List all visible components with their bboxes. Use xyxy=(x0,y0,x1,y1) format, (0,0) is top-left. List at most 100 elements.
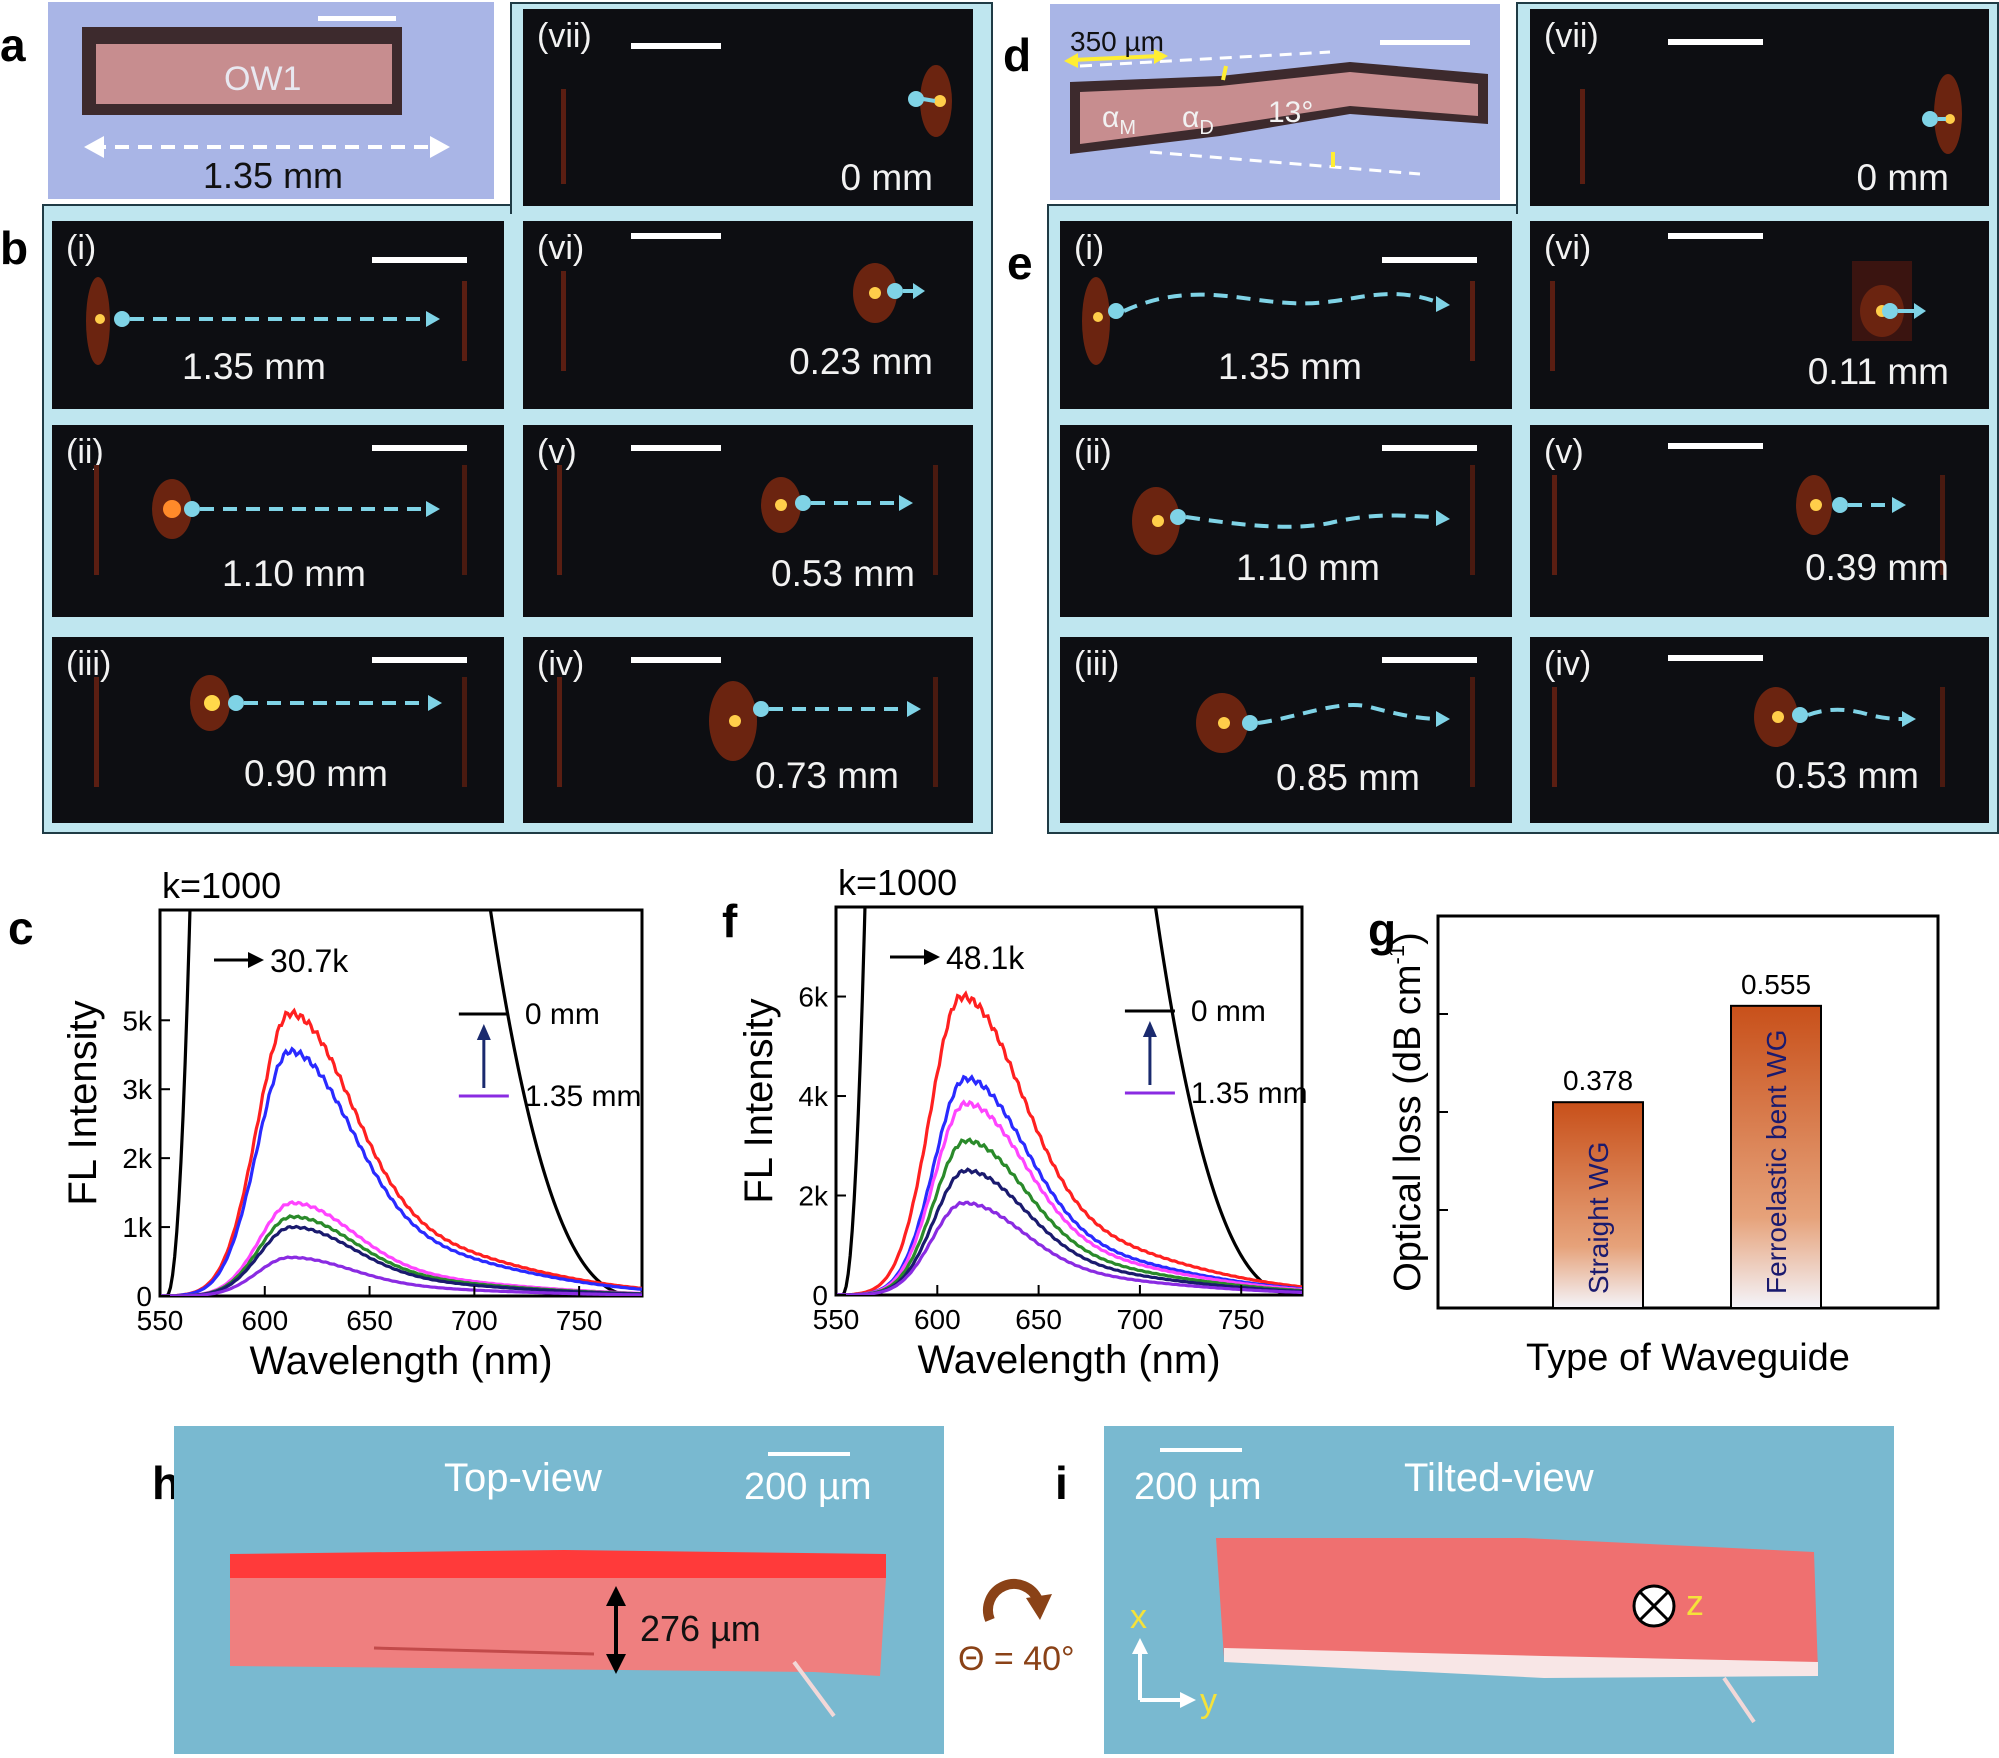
cell-index: (vii) xyxy=(537,17,592,55)
distance-label: 0.39 mm xyxy=(1805,547,1949,588)
series-line xyxy=(160,910,642,1296)
scale-bar xyxy=(1382,257,1477,263)
bar-category-label: Straight WG xyxy=(1583,1142,1614,1294)
plot-frame xyxy=(1436,914,1940,1310)
y-tick-label: 2k xyxy=(798,1181,829,1212)
series-line xyxy=(836,1137,1302,1295)
cell-index: (iii) xyxy=(66,645,112,683)
panel-b-cell-v: (v) 0.53 mm xyxy=(523,425,973,617)
scale-bar xyxy=(372,257,467,263)
legend-arrow-head xyxy=(476,1024,491,1040)
panel-letter-a: a xyxy=(0,19,26,71)
scale-bar xyxy=(1668,39,1763,45)
panel-e-cell-vii: (vii) 0 mm xyxy=(1530,9,1989,206)
x-tick-label: 650 xyxy=(346,1305,393,1336)
rotation-arrow-icon xyxy=(983,1579,1052,1622)
cell-index: (iv) xyxy=(1544,645,1592,683)
plot-frame xyxy=(834,905,1304,1297)
distance-label: 0.53 mm xyxy=(771,553,915,594)
bar-value-label: 0.378 xyxy=(1563,1065,1633,1096)
cell-index: (v) xyxy=(1544,433,1584,471)
panel-letter-g: g xyxy=(1368,904,1397,956)
y-tick-label: 0 xyxy=(136,1281,152,1312)
x-tick-label: 600 xyxy=(241,1305,288,1336)
scale-bar xyxy=(1668,655,1763,661)
series-group xyxy=(836,907,1302,1295)
chart-c: 550 600 650 700 750 0 1k 2k 3k 5k Wavelength (nm) F… xyxy=(61,865,644,1383)
cell-index: (ii) xyxy=(66,433,104,471)
distance-label: 0 mm xyxy=(840,157,934,198)
scale-bar xyxy=(631,657,721,663)
scale-bar xyxy=(1382,657,1477,663)
panel-letter-i: i xyxy=(1055,1457,1068,1509)
x-axis-label: Wavelength (nm) xyxy=(917,1338,1220,1382)
rotation-label: Θ = 40° xyxy=(958,1640,1075,1678)
y-axis-label: FL Intensity xyxy=(61,1000,105,1205)
panel-b-cell-iii: (iii) 0.90 mm xyxy=(52,637,504,823)
legend-top-label: 0 mm xyxy=(1191,995,1266,1028)
series-line xyxy=(160,1007,642,1296)
panel-e-cell-i: (i) 1.35 mm xyxy=(1060,221,1512,409)
bar xyxy=(1552,1101,1644,1309)
series-line xyxy=(836,1099,1302,1295)
distance-label: 0.11 mm xyxy=(1807,351,1949,392)
alpha-d-label: αD xyxy=(1182,101,1214,139)
cell-index: (ii) xyxy=(1074,433,1112,471)
scale-bar xyxy=(1668,443,1763,449)
scale-label: 200 µm xyxy=(1134,1466,1262,1508)
y-tick-label: 6k xyxy=(798,982,829,1013)
distance-label: 0.53 mm xyxy=(1775,755,1919,796)
panel-letter-e: e xyxy=(1007,237,1033,289)
distance-label: 0.73 mm xyxy=(755,755,899,796)
legend-top-label: 0 mm xyxy=(525,998,600,1031)
series-line xyxy=(836,1167,1302,1295)
cell-index: (vii) xyxy=(1544,17,1599,55)
legend-bottom-label: 1.35 mm xyxy=(525,1080,642,1113)
y-tick-label: 4k xyxy=(798,1081,829,1112)
y-tick-label: 3k xyxy=(122,1074,153,1105)
scale-bar xyxy=(631,445,721,451)
cell-index: (i) xyxy=(66,229,97,267)
legend-arrow-head xyxy=(1142,1021,1157,1037)
y-axis-label: FL Intensity xyxy=(737,998,781,1203)
bent-crystal-image xyxy=(1064,40,1488,176)
panel-e-cell-iii: (iii) 0.85 mm xyxy=(1060,637,1512,823)
x-axis-label: Wavelength (nm) xyxy=(249,1339,552,1383)
chart-g: 0.378 Straight WG 0.555 Ferroelastic bent W… xyxy=(1384,914,1940,1379)
series-line xyxy=(836,990,1302,1295)
panel-b-cell-i: (i) 1.35 mm xyxy=(52,221,504,409)
y-tick-label: 5k xyxy=(122,1005,153,1036)
distance-label: 0.90 mm xyxy=(244,753,388,794)
panel-letter-f: f xyxy=(722,895,738,947)
panel-letter-b: b xyxy=(0,222,29,274)
panel-letter-d: d xyxy=(1003,29,1032,81)
series-line xyxy=(160,1255,642,1296)
x-tick-label: 750 xyxy=(556,1305,603,1336)
panel-e-cell-iv: (iv) 0.53 mm xyxy=(1530,637,1989,823)
distance-label: 1.10 mm xyxy=(1236,547,1380,588)
sem-crystal-image xyxy=(230,1452,886,1718)
x-tick-label: 700 xyxy=(451,1305,498,1336)
scale-bar xyxy=(631,43,721,49)
cell-index: (i) xyxy=(1074,229,1105,267)
axis-y-label: y xyxy=(1200,1682,1217,1720)
axis-x-label: x xyxy=(1130,1598,1147,1636)
distance-label: 1.35 mm xyxy=(182,346,326,387)
x-tick-label: 550 xyxy=(813,1304,860,1335)
chart-f: 550 600 650 700 750 0 2k 4k 6k Wavelength (nm) FL … xyxy=(737,862,1308,1382)
angle-label: 13° xyxy=(1268,96,1314,129)
x-axis-label: Type of Waveguide xyxy=(1526,1337,1850,1379)
panel-b-cell-vii: (vii) 0 mm xyxy=(523,9,973,206)
k-label: k=1000 xyxy=(162,865,281,906)
sem-tilted-crystal-image xyxy=(1132,1448,1818,1724)
scale-bar xyxy=(372,657,467,663)
x-tick-label: 750 xyxy=(1218,1304,1265,1335)
panel-h-sem: Top-view 200 µm 276 µm xyxy=(174,1426,944,1754)
panel-i-sem: 200 µm Tilted-view z x y xyxy=(1104,1426,1894,1754)
cell-index: (v) xyxy=(537,433,577,471)
series-line xyxy=(160,1224,642,1296)
series-line xyxy=(836,907,1302,1295)
panel-e-cell-ii: (ii) 1.10 mm xyxy=(1060,425,1512,617)
scale-bar xyxy=(1668,233,1763,239)
crystal-label: OW1 xyxy=(224,60,302,98)
